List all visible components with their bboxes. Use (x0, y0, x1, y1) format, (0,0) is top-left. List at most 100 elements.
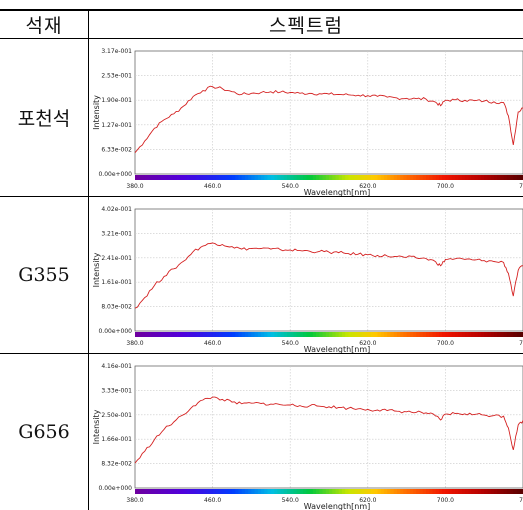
row-divider (0, 196, 523, 197)
spectrum-bar-segment (248, 332, 252, 337)
spectrum-bar-segment (157, 489, 162, 494)
x-tick-label: 540.0 (282, 183, 299, 190)
spectrum-bar-segment (167, 489, 171, 494)
spectrum-bar-segment (238, 332, 243, 337)
row-label-stone: 포천석 (17, 108, 71, 130)
spectrum-bar-segment (212, 489, 217, 494)
y-tick-label: 3.21e-001 (101, 230, 132, 237)
spectrum-bar-segment (299, 332, 304, 337)
spectrum-bar-segment (383, 175, 388, 180)
spectrum-bar-segment (387, 332, 391, 337)
spectrum-bar-segment (212, 175, 217, 180)
spectrum-bar-segment (138, 175, 142, 180)
spectrum-bar-segment (477, 332, 482, 337)
y-tick-label: 2.50e-001 (101, 412, 132, 419)
spectrum-bar-segment (209, 489, 213, 494)
spectrum-bar-segment (144, 489, 149, 494)
spectrum-bar-segment (374, 332, 378, 337)
spectrum-bar-segment (280, 175, 285, 180)
x-tick-label: 380.0 (126, 497, 143, 504)
spectrum-bar-segment (286, 489, 291, 494)
spectrum-bar-segment (403, 175, 407, 180)
spectrum-bar-segment (264, 175, 268, 180)
spectrum-bar-segment (329, 489, 333, 494)
y-tick-label: 1.61e-001 (101, 279, 132, 286)
spectrum-bar-segment (164, 489, 168, 494)
spectrum-chart-svg: 0.00e+000 8.03e-002 1.61e-001 2.41e-001 3.21… (92, 206, 523, 353)
spectrum-bar-segment (400, 332, 404, 337)
spectrum-bar-segment (361, 489, 365, 494)
spectrum-bar-segment (141, 489, 146, 494)
spectrum-bar-segment (451, 489, 456, 494)
spectrum-bar-segment (461, 489, 466, 494)
spectrum-bar-segment (403, 489, 407, 494)
spectrum-bar-segment (396, 332, 401, 337)
table-top-rule (0, 9, 523, 11)
spectrum-bar-segment (151, 175, 155, 180)
spectrum-bar-segment (426, 489, 430, 494)
spectrum-bar-segment (222, 332, 226, 337)
spectrum-bar-segment (199, 489, 204, 494)
spectrum-bar-segment (442, 175, 446, 180)
spectrum-bar-segment (393, 332, 398, 337)
spectrum-bar-segment (164, 175, 168, 180)
spectrum-bar-segment (432, 332, 437, 337)
spectrum-bar-segment (435, 489, 440, 494)
spectrum-bar-segment (409, 489, 414, 494)
spectrum-bar-segment (186, 489, 191, 494)
spectrum-bar-segment (490, 489, 495, 494)
x-axis-label: Wavelength[nm] (304, 188, 371, 196)
spectrum-bar-segment (248, 175, 252, 180)
spectrum-bar-segment (497, 332, 501, 337)
spectrum-bar-segment (474, 175, 479, 180)
spectrum-bar-segment (274, 175, 278, 180)
spectrum-bar-segment (138, 489, 142, 494)
spectrum-bar-segment (519, 175, 523, 180)
spectrum-bar-segment (270, 489, 275, 494)
spectrum-bar-segment (193, 175, 197, 180)
y-tick-label: 3.33e-001 (101, 387, 132, 394)
x-tick-label: 620.0 (359, 340, 376, 347)
spectrum-bar-segment (493, 489, 498, 494)
spectrum-bar-segment (303, 175, 307, 180)
spectrum-bar-segment (322, 175, 327, 180)
spectrum-bar-segment (335, 332, 340, 337)
spectrum-bar-segment (332, 332, 336, 337)
spectrum-bar-segment (180, 332, 184, 337)
spectrum-bar-segment (244, 332, 249, 337)
spectrum-bar-segment (464, 332, 469, 337)
spectrum-line (134, 396, 523, 464)
spectrum-bar-segment (160, 175, 165, 180)
spectrum-bar-segment (277, 175, 281, 180)
spectrum-bar-segment (396, 175, 401, 180)
x-axis-label: Wavelength[nm] (304, 502, 371, 510)
spectrum-bar-segment (160, 332, 165, 337)
spectrum-bar-segment (215, 332, 220, 337)
y-tick-label: 8.32e-002 (101, 461, 132, 468)
spectrum-bar-segment (516, 489, 521, 494)
spectrum-bar-segment (196, 489, 201, 494)
spectrum-bar-segment (458, 175, 462, 180)
x-tick-label: 460.0 (204, 340, 221, 347)
header-rule (0, 38, 523, 39)
spectrum-bar-segment (416, 332, 420, 337)
spectrum-bar-segment (151, 489, 155, 494)
spectrum-bar-segment (484, 489, 488, 494)
spectrum-bar-segment (500, 489, 504, 494)
spectrum-bar-segment (354, 332, 359, 337)
spectrum-bar-segment (371, 489, 375, 494)
spectrum-bar-segment (219, 489, 223, 494)
spectrum-bar-segment (332, 489, 336, 494)
spectrum-bar-segment (202, 175, 207, 180)
y-tick-label: 6.33e-002 (101, 146, 132, 153)
spectrum-bar-segment (371, 332, 375, 337)
spectrum-bar-segment (484, 175, 488, 180)
spectrum-bar-segment (316, 489, 320, 494)
spectrum-bar-segment (468, 175, 472, 180)
spectrum-bar-segment (396, 489, 401, 494)
y-tick-label: 3.17e-001 (101, 48, 132, 55)
x-tick-label: 540.0 (282, 340, 299, 347)
spectrum-bar-segment (422, 175, 427, 180)
spectrum-bar-segment (406, 175, 411, 180)
